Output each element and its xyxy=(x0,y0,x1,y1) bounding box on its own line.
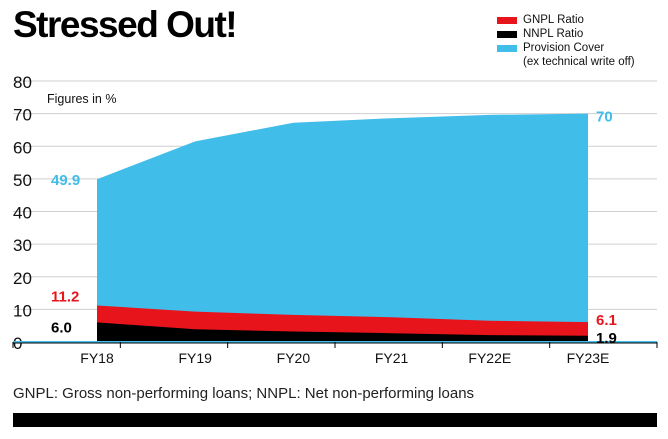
y-axis-ticks: 01020304050607080 xyxy=(13,73,32,353)
x-tick-label: FY21 xyxy=(375,350,409,366)
data-label-start: 11.2 xyxy=(51,288,79,305)
legend-swatch-nnpl xyxy=(497,31,517,38)
y-tick-label: 80 xyxy=(13,73,32,92)
legend-label-provision: Provision Cover xyxy=(523,42,605,54)
x-tick-label: FY18 xyxy=(80,350,114,366)
data-label-start: 49.9 xyxy=(51,172,80,189)
y-tick-label: 70 xyxy=(13,106,32,125)
legend: GNPL Ratio NNPL Ratio Provision Cover (e… xyxy=(497,13,635,69)
data-labels: 49.9 11.2 6.0 70 6.11.9 xyxy=(51,109,617,347)
figures-note: Figures in % xyxy=(47,92,116,106)
area-nnpl-ratio xyxy=(97,322,588,342)
footnote: GNPL: Gross non-performing loans; NNPL: … xyxy=(13,385,475,402)
data-label-end: 6.1 xyxy=(596,312,617,329)
legend-item-nnpl: NNPL Ratio xyxy=(497,27,635,41)
area-provision-cover xyxy=(97,113,588,342)
y-tick-label: 50 xyxy=(13,171,32,190)
chart-title: Stressed Out! xyxy=(13,4,238,45)
y-tick-label: 20 xyxy=(13,269,32,288)
data-label-start: 6.0 xyxy=(51,319,72,336)
x-tick-label: FY23E xyxy=(567,350,610,366)
legend-label-gnpl: GNPL Ratio xyxy=(523,14,584,26)
x-tick-label: FY19 xyxy=(178,350,212,366)
data-label-end: 1.9 xyxy=(596,330,617,347)
bottom-bar xyxy=(13,413,657,427)
x-axis: FY18 FY19 FY20 FY21 FY22E FY23E xyxy=(12,341,658,366)
data-label-end: 70 xyxy=(596,109,613,126)
y-tick-label: 10 xyxy=(13,301,32,320)
x-tick-label: FY22E xyxy=(468,350,511,366)
x-tick-label: FY20 xyxy=(277,350,311,366)
legend-item-provision: Provision Cover xyxy=(497,41,635,55)
legend-item-gnpl: GNPL Ratio xyxy=(497,13,635,27)
area-series xyxy=(97,113,588,342)
y-tick-label: 60 xyxy=(13,138,32,157)
legend-label-nnpl: NNPL Ratio xyxy=(523,28,584,40)
y-tick-label: 30 xyxy=(13,236,32,255)
legend-swatch-gnpl xyxy=(497,17,517,24)
y-tick-label: 40 xyxy=(13,204,32,223)
legend-swatch-provision xyxy=(497,45,517,52)
legend-sublabel-provision: (ex technical write off) xyxy=(523,56,635,68)
